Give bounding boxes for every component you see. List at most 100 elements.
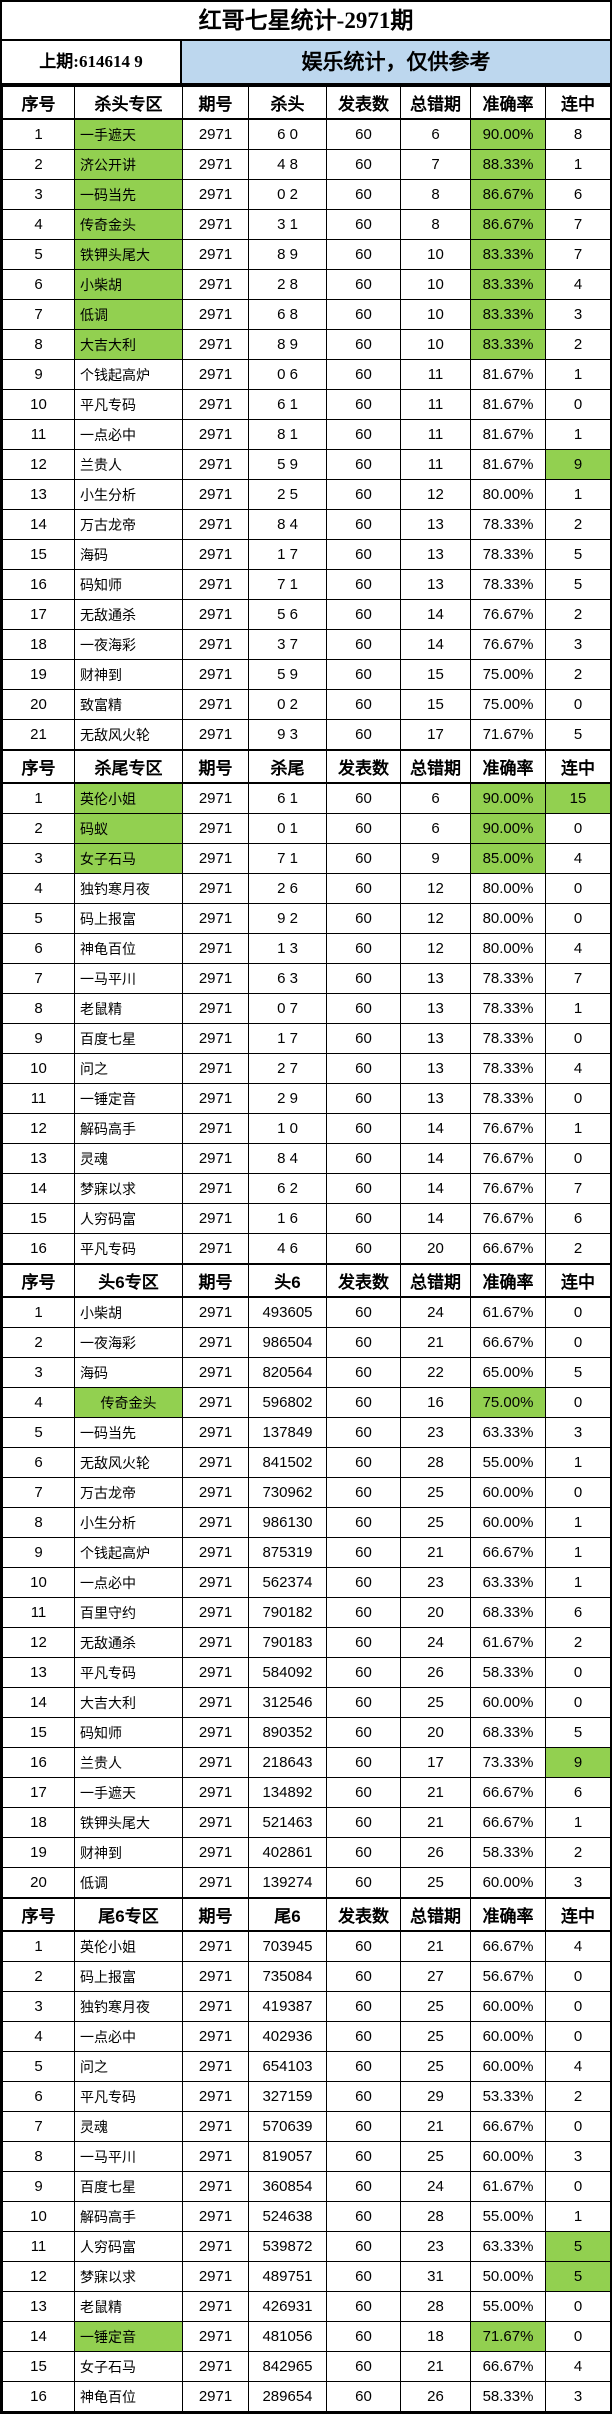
cell-published: 60 xyxy=(326,1113,401,1144)
column-header-issue: 期号 xyxy=(182,749,249,784)
cell-value: 9 3 xyxy=(248,719,327,751)
cell-accuracy: 53.33% xyxy=(470,2081,546,2112)
cell-seq: 15 xyxy=(2,1203,75,1234)
cell-issue: 2971 xyxy=(182,149,249,180)
cell-streak: 1 xyxy=(545,1507,611,1538)
cell-errors: 21 xyxy=(400,1327,471,1358)
cell-issue: 2971 xyxy=(182,719,249,751)
cell-errors: 28 xyxy=(400,2291,471,2322)
cell-streak: 4 xyxy=(545,2051,611,2082)
cell-errors: 13 xyxy=(400,539,471,570)
cell-value: 8 4 xyxy=(248,509,327,540)
stats-table-body: 序号 杀头专区 期号 杀头 发表数 总错期 准确率 连中 1 一手遮天 2971 6 0 60 6 90.0… xyxy=(2,85,611,2412)
cell-issue: 2971 xyxy=(182,2051,249,2082)
cell-name: 一码当先 xyxy=(74,1417,183,1448)
cell-issue: 2971 xyxy=(182,1747,249,1778)
cell-streak: 5 xyxy=(545,539,611,570)
section-header-row: 序号 头6专区 期号 头6 发表数 总错期 准确率 连中 xyxy=(2,1263,611,1298)
table-row: 4 传奇金头 2971 596802 60 16 75.00% 0 xyxy=(2,1387,611,1418)
cell-seq: 13 xyxy=(2,1657,75,1688)
cell-value: 0 2 xyxy=(248,179,327,210)
cell-accuracy: 60.00% xyxy=(470,1867,546,1899)
cell-seq: 20 xyxy=(2,689,75,720)
cell-accuracy: 68.33% xyxy=(470,1597,546,1628)
cell-seq: 9 xyxy=(2,2171,75,2202)
cell-streak: 0 xyxy=(545,1387,611,1418)
table-row: 20 低调 2971 139274 60 25 60.00% 3 xyxy=(2,1867,611,1899)
cell-accuracy: 60.00% xyxy=(470,1991,546,2022)
cell-streak: 0 xyxy=(545,1023,611,1054)
cell-issue: 2971 xyxy=(182,1327,249,1358)
cell-name: 人穷码富 xyxy=(74,1203,183,1234)
cell-seq: 10 xyxy=(2,2201,75,2232)
cell-streak: 6 xyxy=(545,1777,611,1808)
cell-issue: 2971 xyxy=(182,2291,249,2322)
cell-name: 问之 xyxy=(74,2051,183,2082)
column-header-name: 尾6专区 xyxy=(74,1897,183,1932)
cell-seq: 17 xyxy=(2,599,75,630)
cell-errors: 8 xyxy=(400,179,471,210)
cell-value: 986504 xyxy=(248,1327,327,1358)
cell-errors: 31 xyxy=(400,2261,471,2292)
column-header-streak: 连中 xyxy=(545,1263,611,1298)
cell-name: 小柴胡 xyxy=(74,1296,183,1328)
table-row: 19 财神到 2971 402861 60 26 58.33% 2 xyxy=(2,1837,611,1868)
cell-value: 5 6 xyxy=(248,599,327,630)
table-row: 6 无敌风火轮 2971 841502 60 28 55.00% 1 xyxy=(2,1447,611,1478)
cell-published: 60 xyxy=(326,1687,401,1718)
cell-published: 60 xyxy=(326,2201,401,2232)
cell-issue: 2971 xyxy=(182,1447,249,1478)
cell-accuracy: 73.33% xyxy=(470,1747,546,1778)
cell-name: 一手遮天 xyxy=(74,1777,183,1808)
cell-name: 无敌通杀 xyxy=(74,1627,183,1658)
table-row: 5 问之 2971 654103 60 25 60.00% 4 xyxy=(2,2051,611,2082)
cell-streak: 0 xyxy=(545,1961,611,1992)
cell-seq: 3 xyxy=(2,179,75,210)
cell-errors: 20 xyxy=(400,1717,471,1748)
cell-streak: 0 xyxy=(545,689,611,720)
cell-issue: 2971 xyxy=(182,569,249,600)
cell-value: 8 1 xyxy=(248,419,327,450)
cell-published: 60 xyxy=(326,2141,401,2172)
cell-accuracy: 81.67% xyxy=(470,449,546,480)
cell-value: 6 1 xyxy=(248,389,327,420)
cell-streak: 0 xyxy=(545,2021,611,2052)
column-header-value: 杀尾 xyxy=(248,749,327,784)
cell-value: 562374 xyxy=(248,1567,327,1598)
cell-seq: 6 xyxy=(2,1447,75,1478)
cell-name: 小生分析 xyxy=(74,479,183,510)
cell-name: 铁钾头尾大 xyxy=(74,239,183,270)
cell-name: 平凡专码 xyxy=(74,1657,183,1688)
cell-published: 60 xyxy=(326,933,401,964)
cell-seq: 16 xyxy=(2,2381,75,2412)
cell-accuracy: 80.00% xyxy=(470,479,546,510)
cell-issue: 2971 xyxy=(182,1203,249,1234)
cell-issue: 2971 xyxy=(182,509,249,540)
cell-published: 60 xyxy=(326,449,401,480)
cell-issue: 2971 xyxy=(182,993,249,1024)
cell-published: 60 xyxy=(326,2291,401,2322)
cell-name: 平凡专码 xyxy=(74,389,183,420)
cell-seq: 7 xyxy=(2,1477,75,1508)
cell-accuracy: 66.67% xyxy=(470,2351,546,2382)
cell-seq: 14 xyxy=(2,2321,75,2352)
cell-seq: 5 xyxy=(2,1417,75,1448)
column-header-accuracy: 准确率 xyxy=(470,749,546,784)
cell-seq: 13 xyxy=(2,2291,75,2322)
cell-errors: 12 xyxy=(400,933,471,964)
cell-value: 4 8 xyxy=(248,149,327,180)
cell-published: 60 xyxy=(326,1417,401,1448)
cell-value: 570639 xyxy=(248,2111,327,2142)
cell-published: 60 xyxy=(326,2021,401,2052)
cell-streak: 9 xyxy=(545,1747,611,1778)
cell-name: 万古龙帝 xyxy=(74,1477,183,1508)
cell-value: 2 7 xyxy=(248,1053,327,1084)
table-row: 21 无敌风火轮 2971 9 3 60 17 71.67% 5 xyxy=(2,719,611,751)
cell-name: 一夜海彩 xyxy=(74,629,183,660)
cell-errors: 15 xyxy=(400,689,471,720)
cell-value: 2 5 xyxy=(248,479,327,510)
column-header-value: 杀头 xyxy=(248,85,327,120)
cell-issue: 2971 xyxy=(182,2231,249,2262)
table-row: 18 一夜海彩 2971 3 7 60 14 76.67% 3 xyxy=(2,629,611,660)
cell-published: 60 xyxy=(326,993,401,1024)
